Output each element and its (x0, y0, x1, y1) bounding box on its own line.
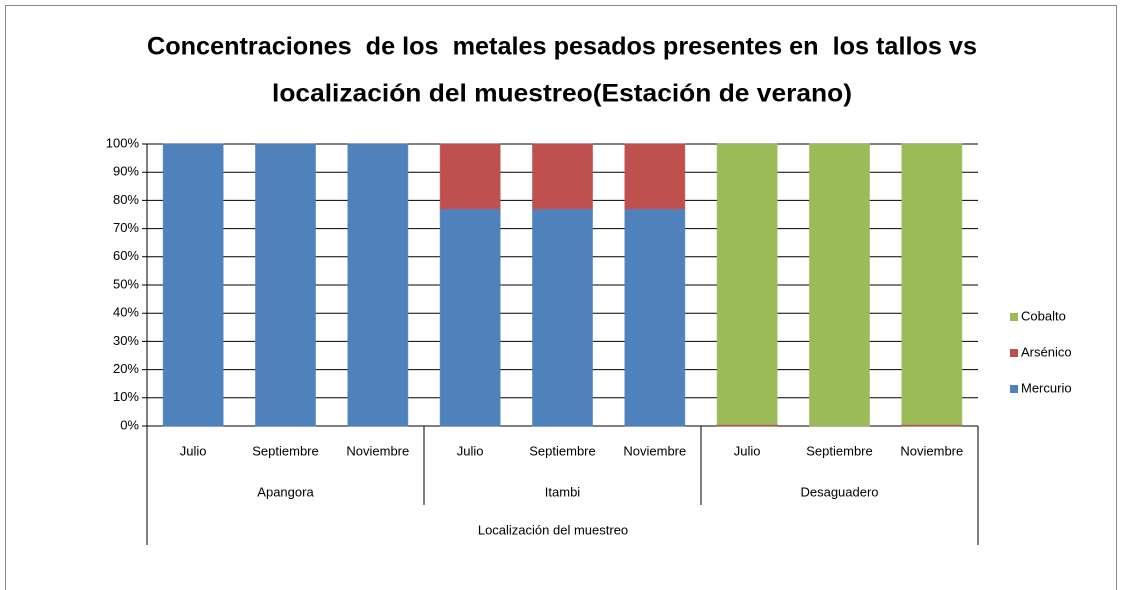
bar-segment (901, 143, 963, 426)
x-tick-label: Noviembre (900, 443, 963, 458)
y-tick-label: 60% (113, 248, 139, 263)
y-tick-label: 30% (113, 333, 139, 348)
group-label: Apangora (257, 484, 314, 499)
legend-label: Mercurio (1021, 380, 1072, 395)
x-tick-label: Julio (457, 443, 484, 458)
legend-label: Arsénico (1021, 344, 1072, 359)
bar-segment (624, 208, 686, 427)
group-label: Itambi (545, 484, 581, 499)
bar-segment (255, 143, 316, 427)
y-tick-label: 80% (113, 192, 139, 207)
chart-title: Concentraciones de los metales pesados p… (147, 33, 977, 61)
chart-border (5, 5, 1117, 590)
y-tick-label: 10% (113, 389, 139, 404)
y-tick-label: 70% (113, 220, 139, 235)
bar-segment (624, 143, 686, 210)
bar-segment (532, 208, 593, 427)
y-tick-label: 100% (106, 135, 140, 150)
bar-segment (532, 143, 593, 210)
group-label: Desaguadero (800, 484, 878, 499)
bar-segment (716, 143, 778, 426)
y-tick-label: 90% (113, 164, 139, 179)
x-tick-label: Septiembre (252, 443, 318, 458)
y-tick-label: 20% (113, 361, 139, 376)
x-tick-label: Septiembre (806, 443, 872, 458)
x-tick-label: Julio (180, 443, 207, 458)
legend-swatch (1010, 349, 1018, 357)
chart-title: localización del muestreo(Estación de ve… (272, 80, 852, 108)
bar-segment (162, 143, 224, 427)
legend-swatch (1010, 313, 1018, 321)
bar-segment (439, 208, 501, 427)
x-axis-label: Localización del muestreo (478, 522, 628, 537)
bar-segment (347, 143, 409, 427)
legend-label: Cobalto (1021, 308, 1066, 323)
y-tick-label: 50% (113, 276, 139, 291)
y-tick-label: 40% (113, 305, 139, 320)
legend-swatch (1010, 385, 1018, 393)
x-tick-label: Julio (734, 443, 761, 458)
x-tick-label: Septiembre (529, 443, 595, 458)
x-tick-label: Noviembre (623, 443, 686, 458)
y-tick-label: 0% (120, 417, 139, 432)
x-tick-label: Noviembre (346, 443, 409, 458)
bar-segment (809, 143, 870, 427)
bar-segment (439, 143, 501, 210)
